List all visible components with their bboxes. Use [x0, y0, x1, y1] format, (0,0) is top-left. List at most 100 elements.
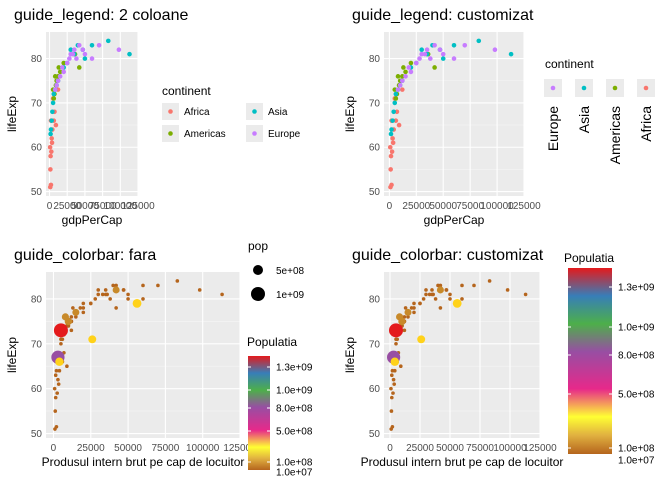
colorbar-label: 1.0e+07 [276, 468, 313, 479]
legend-label: Africa [184, 107, 210, 118]
y-tick-label: 70 [31, 339, 43, 350]
point-small-pop [57, 368, 62, 373]
point-europe [67, 56, 72, 61]
point-small-pop [391, 377, 396, 382]
x-tick-label: 100000 [480, 201, 514, 212]
point-small-pop [412, 310, 416, 315]
point-large-pop [61, 313, 69, 321]
point-large-pop [55, 357, 64, 366]
x-axis-title: Produsul intern brut pe cap de locuitor [42, 455, 245, 469]
y-tick-label: 80 [369, 54, 381, 65]
legend-label: 1e+09 [276, 290, 305, 301]
point-africa [49, 149, 54, 154]
point-americas [401, 65, 406, 70]
point-asia [389, 127, 394, 132]
point-small-pop [394, 341, 398, 346]
point-small-pop [108, 297, 112, 301]
y-tick-label: 70 [369, 98, 381, 109]
point-small-pop [54, 368, 59, 373]
point-europe [57, 74, 63, 79]
point-europe [89, 56, 95, 61]
x-tick-label: 125000 [121, 201, 155, 212]
x-tick-label: 0 [387, 201, 393, 212]
legend-label: Africa [638, 106, 654, 142]
point-africa [389, 149, 395, 154]
point-small-pop [81, 301, 86, 306]
point-europe [414, 60, 419, 66]
point-europe [64, 60, 70, 66]
legend-key-point [168, 109, 173, 114]
point-small-pop [53, 409, 58, 413]
point-small-pop [81, 306, 86, 310]
point-large-pop [112, 286, 120, 294]
point-africa [49, 140, 55, 146]
x-tick-label: 0 [47, 201, 53, 212]
point-large-pop [72, 308, 80, 316]
point-small-pop [523, 292, 528, 297]
point-small-pop [103, 292, 108, 297]
point-asia [89, 42, 95, 48]
point-large-pop [436, 286, 444, 294]
colorbar-label: 1.0e+09 [276, 386, 313, 397]
point-small-pop [418, 301, 422, 306]
point-small-pop [156, 283, 160, 288]
point-africa [47, 144, 53, 150]
point-small-pop [438, 306, 443, 310]
point-europe [408, 69, 414, 75]
y-axis-title: lifeExp [5, 337, 19, 373]
point-small-pop [60, 337, 65, 342]
point-large-pop [88, 335, 97, 344]
legend-continent-row: continent Europe Asia Americas Africa [544, 57, 655, 164]
point-africa [393, 118, 399, 123]
point-asia [388, 131, 394, 137]
point-small-pop [390, 368, 395, 373]
point-europe [437, 47, 443, 53]
y-tick-label: 60 [369, 384, 381, 395]
point-small-pop [88, 301, 93, 306]
point-europe [432, 42, 437, 48]
point-europe [59, 65, 65, 70]
point-europe [72, 47, 77, 53]
legend-size-point [253, 265, 263, 275]
x-tick-label: 50000 [436, 443, 464, 454]
x-tick-label: 25000 [402, 201, 430, 212]
point-europe [82, 51, 88, 57]
point-small-pop [433, 297, 438, 301]
point-africa [48, 167, 53, 172]
point-africa [388, 153, 394, 159]
point-africa [390, 136, 395, 141]
point-small-pop [93, 297, 98, 301]
x-tick-label: 0 [387, 443, 393, 454]
legend-label: Europe [268, 129, 301, 140]
point-asia [50, 100, 56, 106]
legend-label: 5e+08 [276, 266, 305, 277]
legend-key-point [252, 109, 257, 114]
point-small-pop [403, 306, 408, 310]
point-asia [508, 51, 514, 57]
point-small-pop [55, 391, 59, 395]
point-small-pop [65, 364, 69, 369]
point-small-pop [389, 409, 394, 413]
x-tick-label: 125000 [507, 201, 541, 212]
point-africa [400, 87, 405, 92]
point-small-pop [430, 288, 434, 292]
legend-label: Asia [576, 106, 592, 133]
point-europe [400, 78, 405, 84]
x-tick-label: 50000 [429, 201, 457, 212]
colorbar-label: 1.0e+09 [618, 323, 655, 334]
point-europe [116, 47, 122, 53]
point-americas [432, 65, 437, 70]
x-axis-title: gdpPerCap [62, 213, 123, 227]
panel-title: guide_legend: customizat [352, 7, 534, 24]
point-small-pop [424, 288, 428, 292]
panel-title: guide_legend: 2 coloane [14, 7, 188, 24]
x-axis-title: gdpPerCap [424, 213, 485, 227]
point-small-pop [121, 288, 126, 292]
point-africa [48, 182, 54, 188]
point-europe [440, 51, 446, 57]
point-small-pop [100, 292, 105, 297]
x-tick-label: 25000 [77, 443, 105, 454]
y-tick-label: 50 [369, 187, 381, 198]
